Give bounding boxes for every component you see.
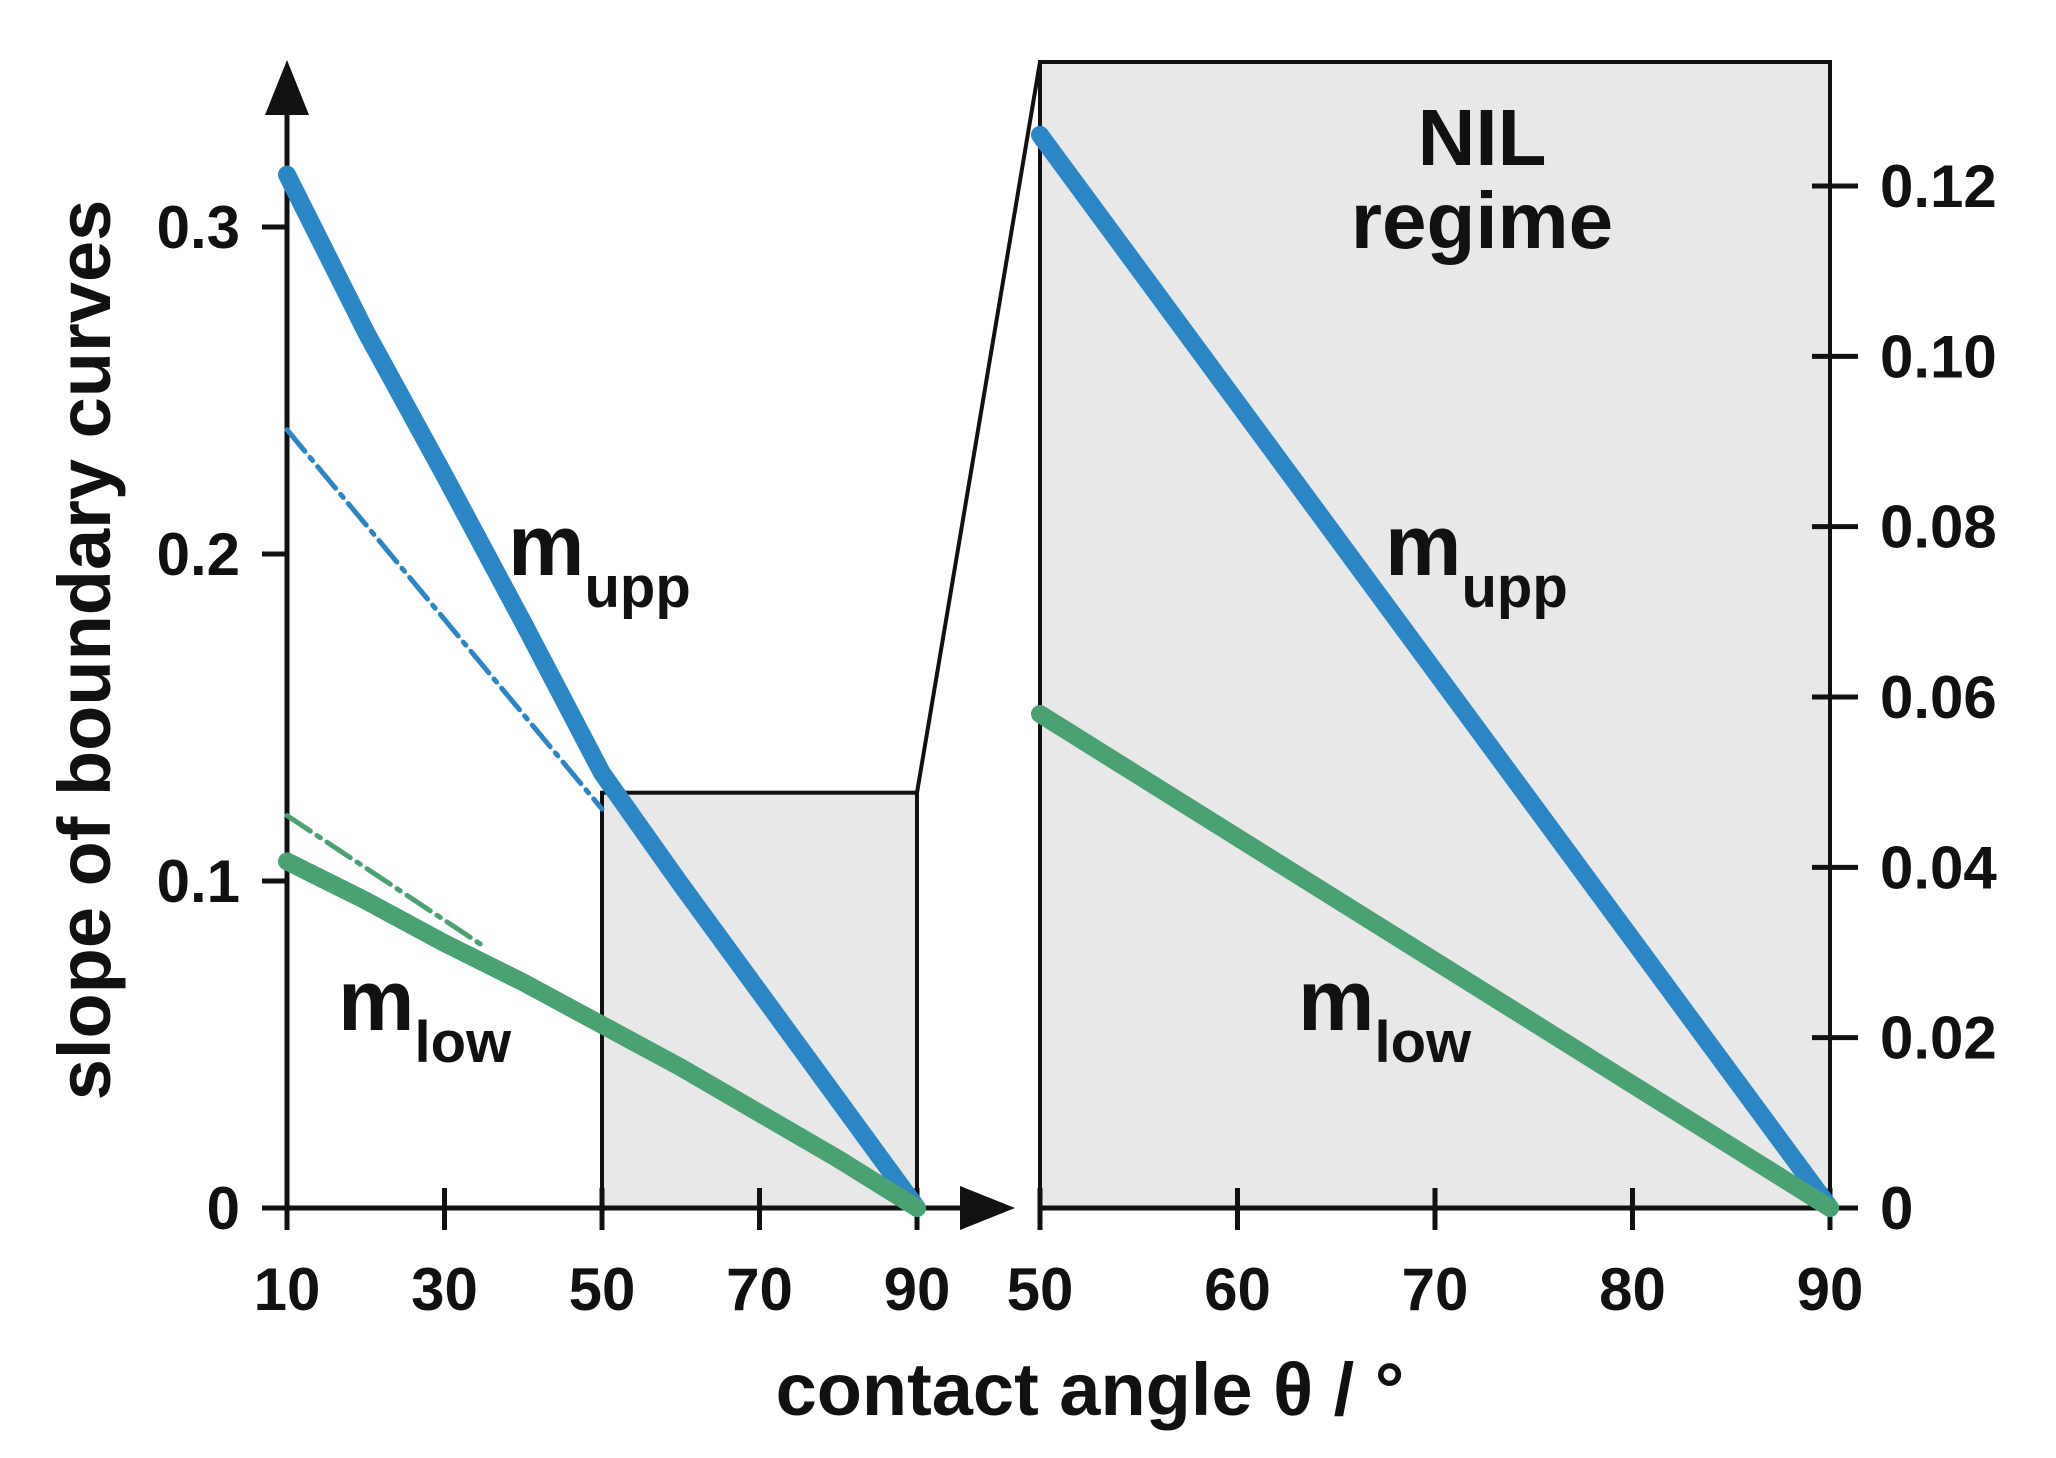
right-y-tick-label: 0.04: [1880, 834, 1997, 901]
right-x-tick-label: 70: [1402, 1256, 1469, 1323]
left-y-tick-label: 0.3: [157, 194, 240, 261]
low-subscript: low: [414, 1010, 512, 1075]
zoom-connector-top: [915, 61, 1042, 794]
upp-subscript: upp: [584, 555, 690, 620]
right-panel: 50 60 70 80 900 0.02 0.04 0.06 0.08 0.10 0.12: [1007, 125, 1997, 1323]
right-m-low-label: mlow: [1298, 953, 1472, 1075]
m-letter: m: [508, 498, 584, 594]
upp-subscript: upp: [1461, 555, 1567, 620]
right-y-tick-label: 0: [1880, 1175, 1913, 1242]
left-x-tick-label: 30: [411, 1256, 478, 1323]
left-panel: 0 0.1 0.2 0.3 10 30 50 70 90: [157, 60, 1015, 1323]
right-m-upp-label: mupp: [1385, 498, 1568, 620]
right-y-tick-label: 0.02: [1880, 1005, 1997, 1072]
y-axis-arrow-icon: [265, 60, 309, 115]
left-m-upp-label: mupp: [508, 498, 691, 620]
m-letter: m: [1298, 953, 1374, 1049]
low-subscript: low: [1374, 1010, 1472, 1075]
left-x-tick-label: 90: [884, 1256, 951, 1323]
right-x-tick-label: 50: [1007, 1256, 1074, 1323]
right-m-upp-line: [1031, 125, 1839, 1217]
left-m-low-curve: [278, 852, 926, 1217]
left-m-upp-curve: [284, 427, 605, 812]
left-x-tick-label: 70: [726, 1256, 793, 1323]
left-x-tick-label: 10: [254, 1256, 321, 1323]
regime-label-line2: regime: [1351, 176, 1613, 265]
right-y-tick-label: 0.10: [1880, 323, 1997, 390]
left-y-tick-label: 0.2: [157, 521, 240, 588]
left-m-low-curve: [284, 813, 487, 949]
m-letter: m: [338, 953, 414, 1049]
x-axis-title: contact angle θ / °: [776, 1348, 1405, 1431]
right-x-tick-label: 90: [1797, 1256, 1864, 1323]
left-m-low-label: mlow: [338, 953, 512, 1075]
left-y-tick-label: 0.1: [157, 848, 240, 915]
left-m-upp-curve: [278, 165, 926, 1217]
regime-label-line1: NIL: [1418, 93, 1547, 182]
x-axis-arrow-icon: [960, 1186, 1015, 1230]
right-x-tick-label: 80: [1599, 1256, 1666, 1323]
left-x-tick-label: 50: [569, 1256, 636, 1323]
left-y-tick-label: 0: [207, 1175, 240, 1242]
y-axis-title: slope of boundary curves: [43, 200, 126, 1101]
right-y-tick-label: 0.08: [1880, 494, 1997, 561]
right-m-low-line: [1031, 705, 1839, 1217]
right-x-tick-label: 60: [1204, 1256, 1271, 1323]
m-letter: m: [1385, 498, 1461, 594]
right-y-tick-label: 0.06: [1880, 664, 1997, 731]
right-y-tick-label: 0.12: [1880, 153, 1997, 220]
